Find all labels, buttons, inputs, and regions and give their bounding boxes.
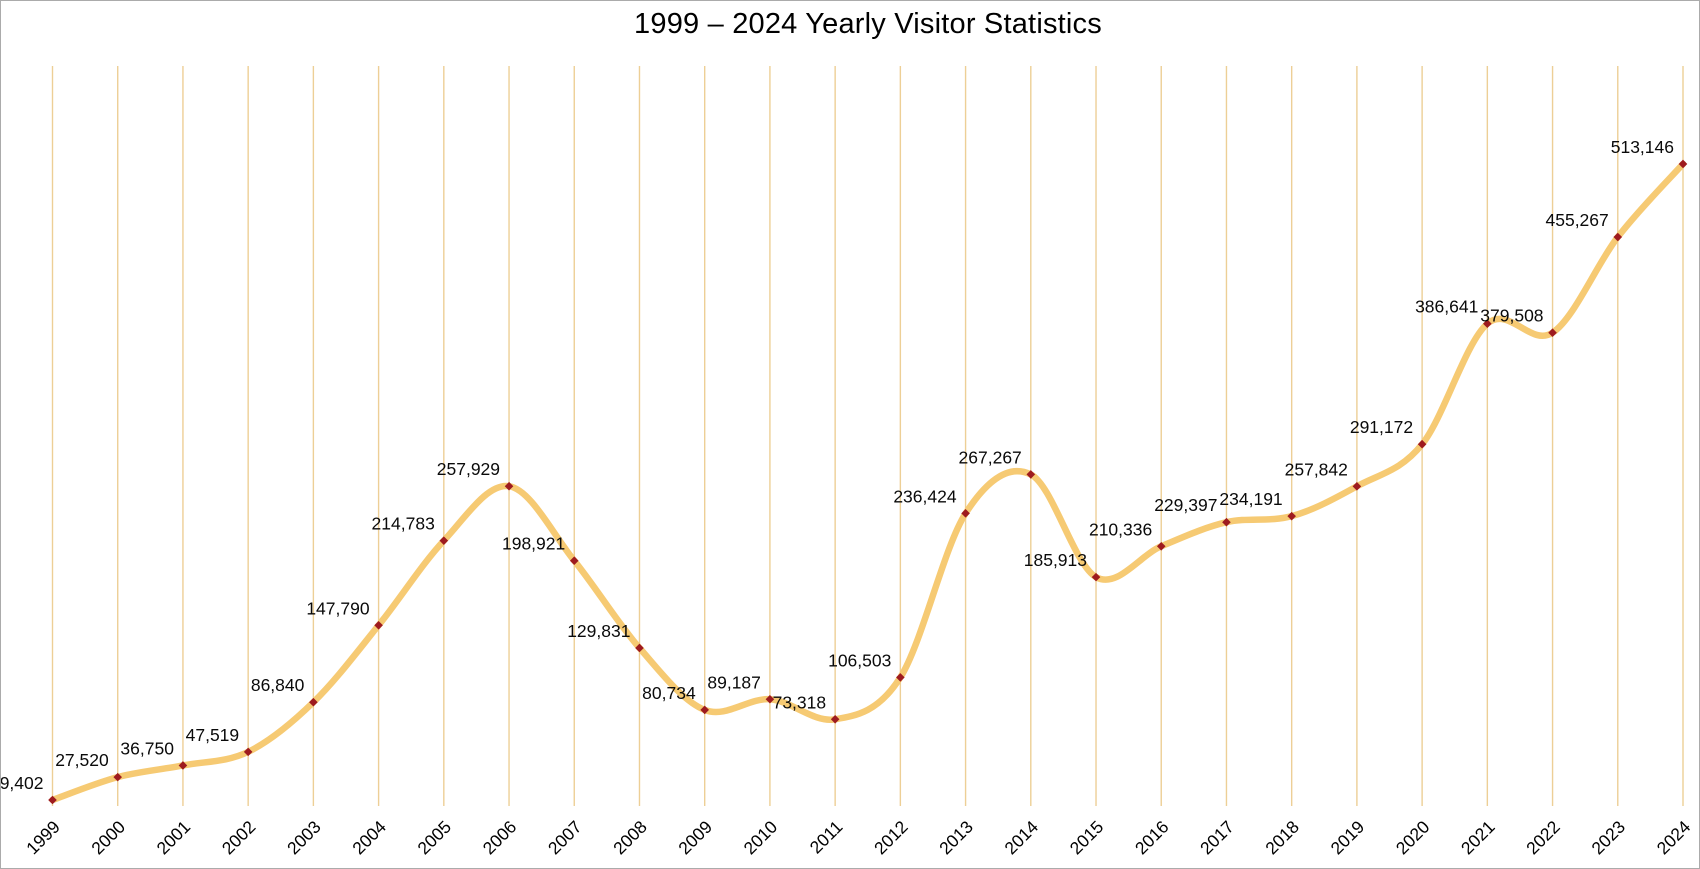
x-tick-2019: 2019 [1327, 817, 1369, 859]
x-tick-2023: 2023 [1587, 817, 1629, 859]
data-label-2022: 379,508 [1480, 306, 1543, 326]
data-point-2019 [1352, 482, 1362, 491]
data-point-2001 [178, 761, 188, 770]
data-point-2022 [1548, 328, 1557, 337]
data-point-2024 [1678, 159, 1688, 169]
data-label-2023: 455,267 [1546, 210, 1609, 230]
gridlines [51, 66, 1684, 806]
x-tick-2021: 2021 [1457, 817, 1499, 859]
x-tick-2014: 2014 [1000, 817, 1042, 859]
data-point-2008 [635, 643, 644, 653]
x-tick-2004: 2004 [348, 817, 390, 859]
data-point-2014 [1026, 470, 1036, 479]
x-tick-2018: 2018 [1261, 817, 1303, 859]
x-tick-2020: 2020 [1392, 817, 1434, 859]
data-label-2014: 267,267 [959, 447, 1022, 467]
x-tick-2001: 2001 [153, 817, 195, 859]
data-point-2002 [243, 747, 253, 757]
data-label-2016: 210,336 [1089, 519, 1152, 539]
data-label-2000: 27,520 [55, 750, 109, 770]
line-series [49, 160, 1687, 804]
x-tick-2015: 2015 [1066, 817, 1108, 859]
x-tick-2006: 2006 [479, 817, 521, 859]
data-label-1999: 9,402 [1, 773, 44, 793]
x-tick-2022: 2022 [1522, 817, 1564, 859]
x-tick-2002: 2002 [218, 817, 260, 859]
data-labels: 9,402 27,520 36,750 47,519 86,840 147,790 214,… [1, 137, 1674, 793]
x-tick-2011: 2011 [806, 817, 847, 858]
x-tick-2000: 2000 [87, 817, 129, 859]
data-label-2012: 106,503 [828, 650, 891, 670]
x-tick-2024: 2024 [1653, 817, 1695, 859]
data-label-2003: 86,840 [251, 675, 305, 695]
data-label-2005: 214,783 [372, 514, 435, 534]
data-label-2019: 257,842 [1285, 459, 1348, 479]
data-label-2020: 291,172 [1350, 417, 1413, 437]
data-point-2000 [113, 772, 123, 782]
data-label-2011: 73,318 [773, 692, 827, 712]
data-label-2015: 185,913 [1024, 550, 1087, 570]
data-label-2008: 129,831 [567, 621, 630, 641]
x-axis-labels: 1999 2000 2001 2002 2003 2004 2005 2006 2007 2008… [22, 817, 1694, 859]
chart-title: 1999 – 2024 Yearly Visitor Statistics [634, 8, 1102, 40]
data-label-2007: 198,921 [502, 534, 565, 554]
x-tick-2016: 2016 [1131, 817, 1173, 859]
data-point-2004 [374, 620, 383, 630]
x-tick-2017: 2017 [1196, 817, 1238, 859]
x-tick-2003: 2003 [283, 817, 325, 859]
data-point-2012 [896, 673, 905, 682]
data-label-2017: 229,397 [1154, 495, 1217, 515]
data-label-2010: 89,187 [707, 672, 761, 692]
data-point-1999 [48, 795, 57, 805]
x-tick-2010: 2010 [740, 817, 782, 859]
x-tick-1999: 1999 [22, 817, 64, 859]
data-point-2005 [439, 536, 449, 545]
data-point-2010 [765, 694, 775, 704]
x-tick-2007: 2007 [544, 817, 586, 859]
data-point-2013 [961, 509, 970, 518]
data-point-2020 [1417, 439, 1427, 449]
data-label-2002: 47,519 [186, 725, 240, 745]
data-label-2024: 513,146 [1611, 137, 1674, 157]
data-label-2018: 234,191 [1219, 489, 1282, 509]
data-point-2011 [830, 714, 840, 724]
data-point-2017 [1222, 517, 1231, 527]
x-tick-2008: 2008 [609, 817, 651, 859]
data-point-2016 [1156, 541, 1166, 551]
x-tick-2012: 2012 [870, 817, 912, 859]
data-point-2009 [700, 705, 709, 715]
data-label-2013: 236,424 [893, 486, 957, 506]
data-point-2018 [1287, 511, 1296, 521]
data-point-2023 [1613, 232, 1623, 242]
data-point-2003 [309, 697, 318, 707]
x-tick-2013: 2013 [935, 817, 977, 859]
data-point-2015 [1091, 572, 1101, 582]
data-point-2007 [569, 556, 579, 566]
x-tick-2009: 2009 [674, 817, 716, 859]
x-tick-2005: 2005 [413, 817, 455, 859]
data-label-2021: 386,641 [1415, 297, 1478, 317]
data-point-2021 [1483, 319, 1492, 328]
data-label-2009: 80,734 [642, 683, 696, 703]
data-point-2006 [504, 481, 514, 491]
data-label-2004: 147,790 [306, 598, 370, 618]
data-label-2001: 36,750 [120, 738, 174, 758]
data-label-2006: 257,929 [437, 459, 500, 479]
data-points [48, 159, 1688, 805]
